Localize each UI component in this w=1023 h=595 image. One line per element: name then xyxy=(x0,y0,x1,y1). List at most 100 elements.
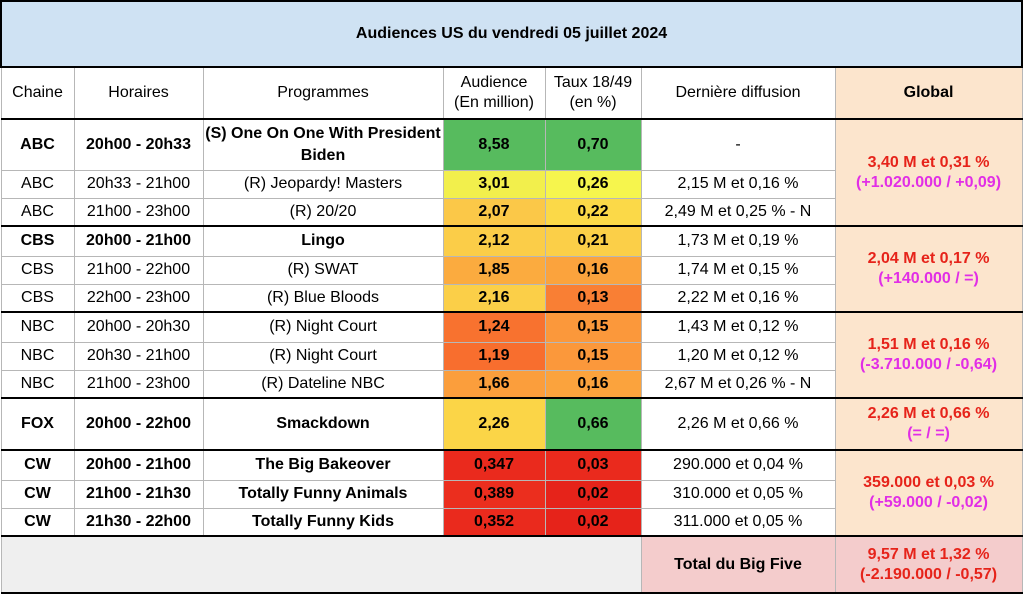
cell-programme: (R) Night Court xyxy=(202,341,444,371)
cell-chaine: CBS xyxy=(0,255,75,285)
cell-derniere-diffusion: 2,15 M et 0,16 % xyxy=(640,169,836,199)
cell-audience: 2,12 xyxy=(442,225,546,257)
cell-taux: 0,66 xyxy=(544,397,642,451)
cell-horaires: 20h00 - 20h30 xyxy=(73,311,204,343)
cell-programme: (R) SWAT xyxy=(202,255,444,285)
cell-horaires: 21h30 - 22h00 xyxy=(73,507,204,537)
cell-programme: (R) Blue Bloods xyxy=(202,283,444,313)
cell-programme: (R) Dateline NBC xyxy=(202,369,444,399)
header-row: Chaine Horaires Programmes Audience (En … xyxy=(0,66,1023,120)
cell-horaires: 22h00 - 23h00 xyxy=(73,283,204,313)
table-row: CW 20h00 - 21h00 The Big Bakeover 0,347 0,03… xyxy=(0,449,1023,537)
table-row: CW 21h30 - 22h00 Totally Funny Kids 0,352 0,… xyxy=(0,507,1022,537)
cell-chaine: NBC xyxy=(0,341,75,371)
cell-chaine: CBS xyxy=(0,225,75,257)
global-main-cbs: 2,04 M et 0,17 % xyxy=(867,250,990,267)
cell-taux: 0,22 xyxy=(544,197,642,227)
cell-derniere-diffusion: 2,22 M et 0,16 % xyxy=(640,283,836,313)
cell-programme: (R) Night Court xyxy=(202,311,444,343)
cell-taux: 0,70 xyxy=(544,118,642,171)
cell-taux: 0,02 xyxy=(544,507,642,537)
header-audience-line1: Audience xyxy=(460,74,528,91)
table-row: ABC 21h00 - 23h00 (R) 20/20 2,07 0,22 2,49 M … xyxy=(0,197,1022,227)
table-row: NBC 20h00 - 20h30 (R) Night Court 1,24 0,15 1… xyxy=(0,311,1023,399)
total-diff: (-2.190.000 / -0,57) xyxy=(860,565,998,583)
header-global: Global xyxy=(834,66,1023,120)
cell-audience: 0,389 xyxy=(442,479,546,509)
cell-programme: (S) One On One With President Biden xyxy=(202,118,444,171)
header-taux: Taux 18/49 (en %) xyxy=(544,66,642,120)
header-horaires: Horaires xyxy=(73,66,204,120)
cell-chaine: CW xyxy=(0,449,75,481)
cell-derniere-diffusion: 2,26 M et 0,66 % xyxy=(640,397,836,451)
header-derniere-diffusion: Dernière diffusion xyxy=(640,66,836,120)
cell-horaires: 21h00 - 23h00 xyxy=(73,369,204,399)
cell-derniere-diffusion: 1,43 M et 0,12 % xyxy=(640,311,836,343)
global-main-abc: 3,40 M et 0,31 % xyxy=(867,153,990,171)
cell-derniere-diffusion: 290.000 et 0,04 % xyxy=(640,449,836,481)
table-row: CBS 21h00 - 22h00 (R) SWAT 1,85 0,16 1,74 M e… xyxy=(0,255,1022,285)
cell-programme: Smackdown xyxy=(202,397,444,451)
cell-chaine: NBC xyxy=(0,369,75,399)
cell-derniere-diffusion: 310.000 et 0,05 % xyxy=(640,479,836,509)
cell-taux: 0,21 xyxy=(544,225,642,257)
cell-derniere-diffusion: 311.000 et 0,05 % xyxy=(640,507,836,537)
table-row: ABC 20h33 - 21h00 (R) Jeopardy! Masters 3,0… xyxy=(0,169,1022,199)
cell-derniere-diffusion: 2,67 M et 0,26 % - N xyxy=(640,369,836,399)
cell-chaine: ABC xyxy=(0,118,75,171)
global-cell-abc: 3,40 M et 0,31 % (+1.020.000 / +0,09) xyxy=(834,118,1023,227)
cell-programme: Totally Funny Kids xyxy=(202,507,444,537)
header-taux-line2: (en %) xyxy=(569,94,617,111)
table-row: CBS 22h00 - 23h00 (R) Blue Bloods 2,16 0,13 2… xyxy=(0,283,1022,313)
cell-horaires: 21h00 - 23h00 xyxy=(73,197,204,227)
cell-audience: 2,26 xyxy=(442,397,546,451)
cell-taux: 0,02 xyxy=(544,479,642,509)
cell-horaires: 20h30 - 21h00 xyxy=(73,341,204,371)
global-cell-fox: 2,26 M et 0,66 % (= / =) xyxy=(834,397,1023,451)
global-diff-nbc: (-3.710.000 / -0,64) xyxy=(860,356,998,373)
total-row-spacer xyxy=(0,535,642,594)
cell-chaine: ABC xyxy=(0,169,75,199)
cell-derniere-diffusion: - xyxy=(640,118,836,171)
cell-taux: 0,13 xyxy=(544,283,642,313)
global-diff-cbs: (+140.000 / =) xyxy=(878,270,979,287)
cell-chaine: CW xyxy=(0,507,75,537)
cell-taux: 0,15 xyxy=(544,341,642,371)
cell-taux: 0,16 xyxy=(544,369,642,399)
cell-audience: 1,19 xyxy=(442,341,546,371)
cell-chaine: CW xyxy=(0,479,75,509)
global-main-cw: 359.000 et 0,03 % xyxy=(863,474,994,491)
cell-audience: 3,01 xyxy=(442,169,546,199)
cell-audience: 0,347 xyxy=(442,449,546,481)
cell-taux: 0,26 xyxy=(544,169,642,199)
header-chaine: Chaine xyxy=(0,66,75,120)
global-main-nbc: 1,51 M et 0,16 % xyxy=(867,336,990,353)
global-cell-cw: 359.000 et 0,03 % (+59.000 / -0,02) xyxy=(834,449,1023,537)
cell-taux: 0,15 xyxy=(544,311,642,343)
cell-derniere-diffusion: 2,49 M et 0,25 % - N xyxy=(640,197,836,227)
cell-chaine: FOX xyxy=(0,397,75,451)
global-diff-fox: (= / =) xyxy=(907,425,950,442)
total-row: Total du Big Five 9,57 M et 1,32 % (-2.190… xyxy=(0,535,1023,594)
cell-chaine: CBS xyxy=(0,283,75,313)
cell-taux: 0,16 xyxy=(544,255,642,285)
global-diff-abc: (+1.020.000 / +0,09) xyxy=(856,173,1002,191)
total-label: Total du Big Five xyxy=(640,535,836,594)
cell-audience: 8,58 xyxy=(442,118,546,171)
cell-taux: 0,03 xyxy=(544,449,642,481)
global-main-fox: 2,26 M et 0,66 % xyxy=(867,405,990,422)
header-programmes: Programmes xyxy=(202,66,444,120)
cell-audience: 2,07 xyxy=(442,197,546,227)
cell-audience: 1,66 xyxy=(442,369,546,399)
table-row: NBC 21h00 - 23h00 (R) Dateline NBC 1,66 0,16… xyxy=(0,369,1022,399)
cell-horaires: 20h00 - 21h00 xyxy=(73,449,204,481)
cell-programme: Totally Funny Animals xyxy=(202,479,444,509)
cell-audience: 2,16 xyxy=(442,283,546,313)
total-value: 9,57 M et 1,32 % (-2.190.000 / -0,57) xyxy=(834,535,1023,594)
table-title: Audiences US du vendredi 05 juillet 2024 xyxy=(0,0,1023,68)
cell-programme: Lingo xyxy=(202,225,444,257)
header-audience-line2: (En million) xyxy=(453,94,534,111)
table-row: CW 21h00 - 21h30 Totally Funny Animals 0,38… xyxy=(0,479,1022,509)
cell-derniere-diffusion: 1,74 M et 0,15 % xyxy=(640,255,836,285)
